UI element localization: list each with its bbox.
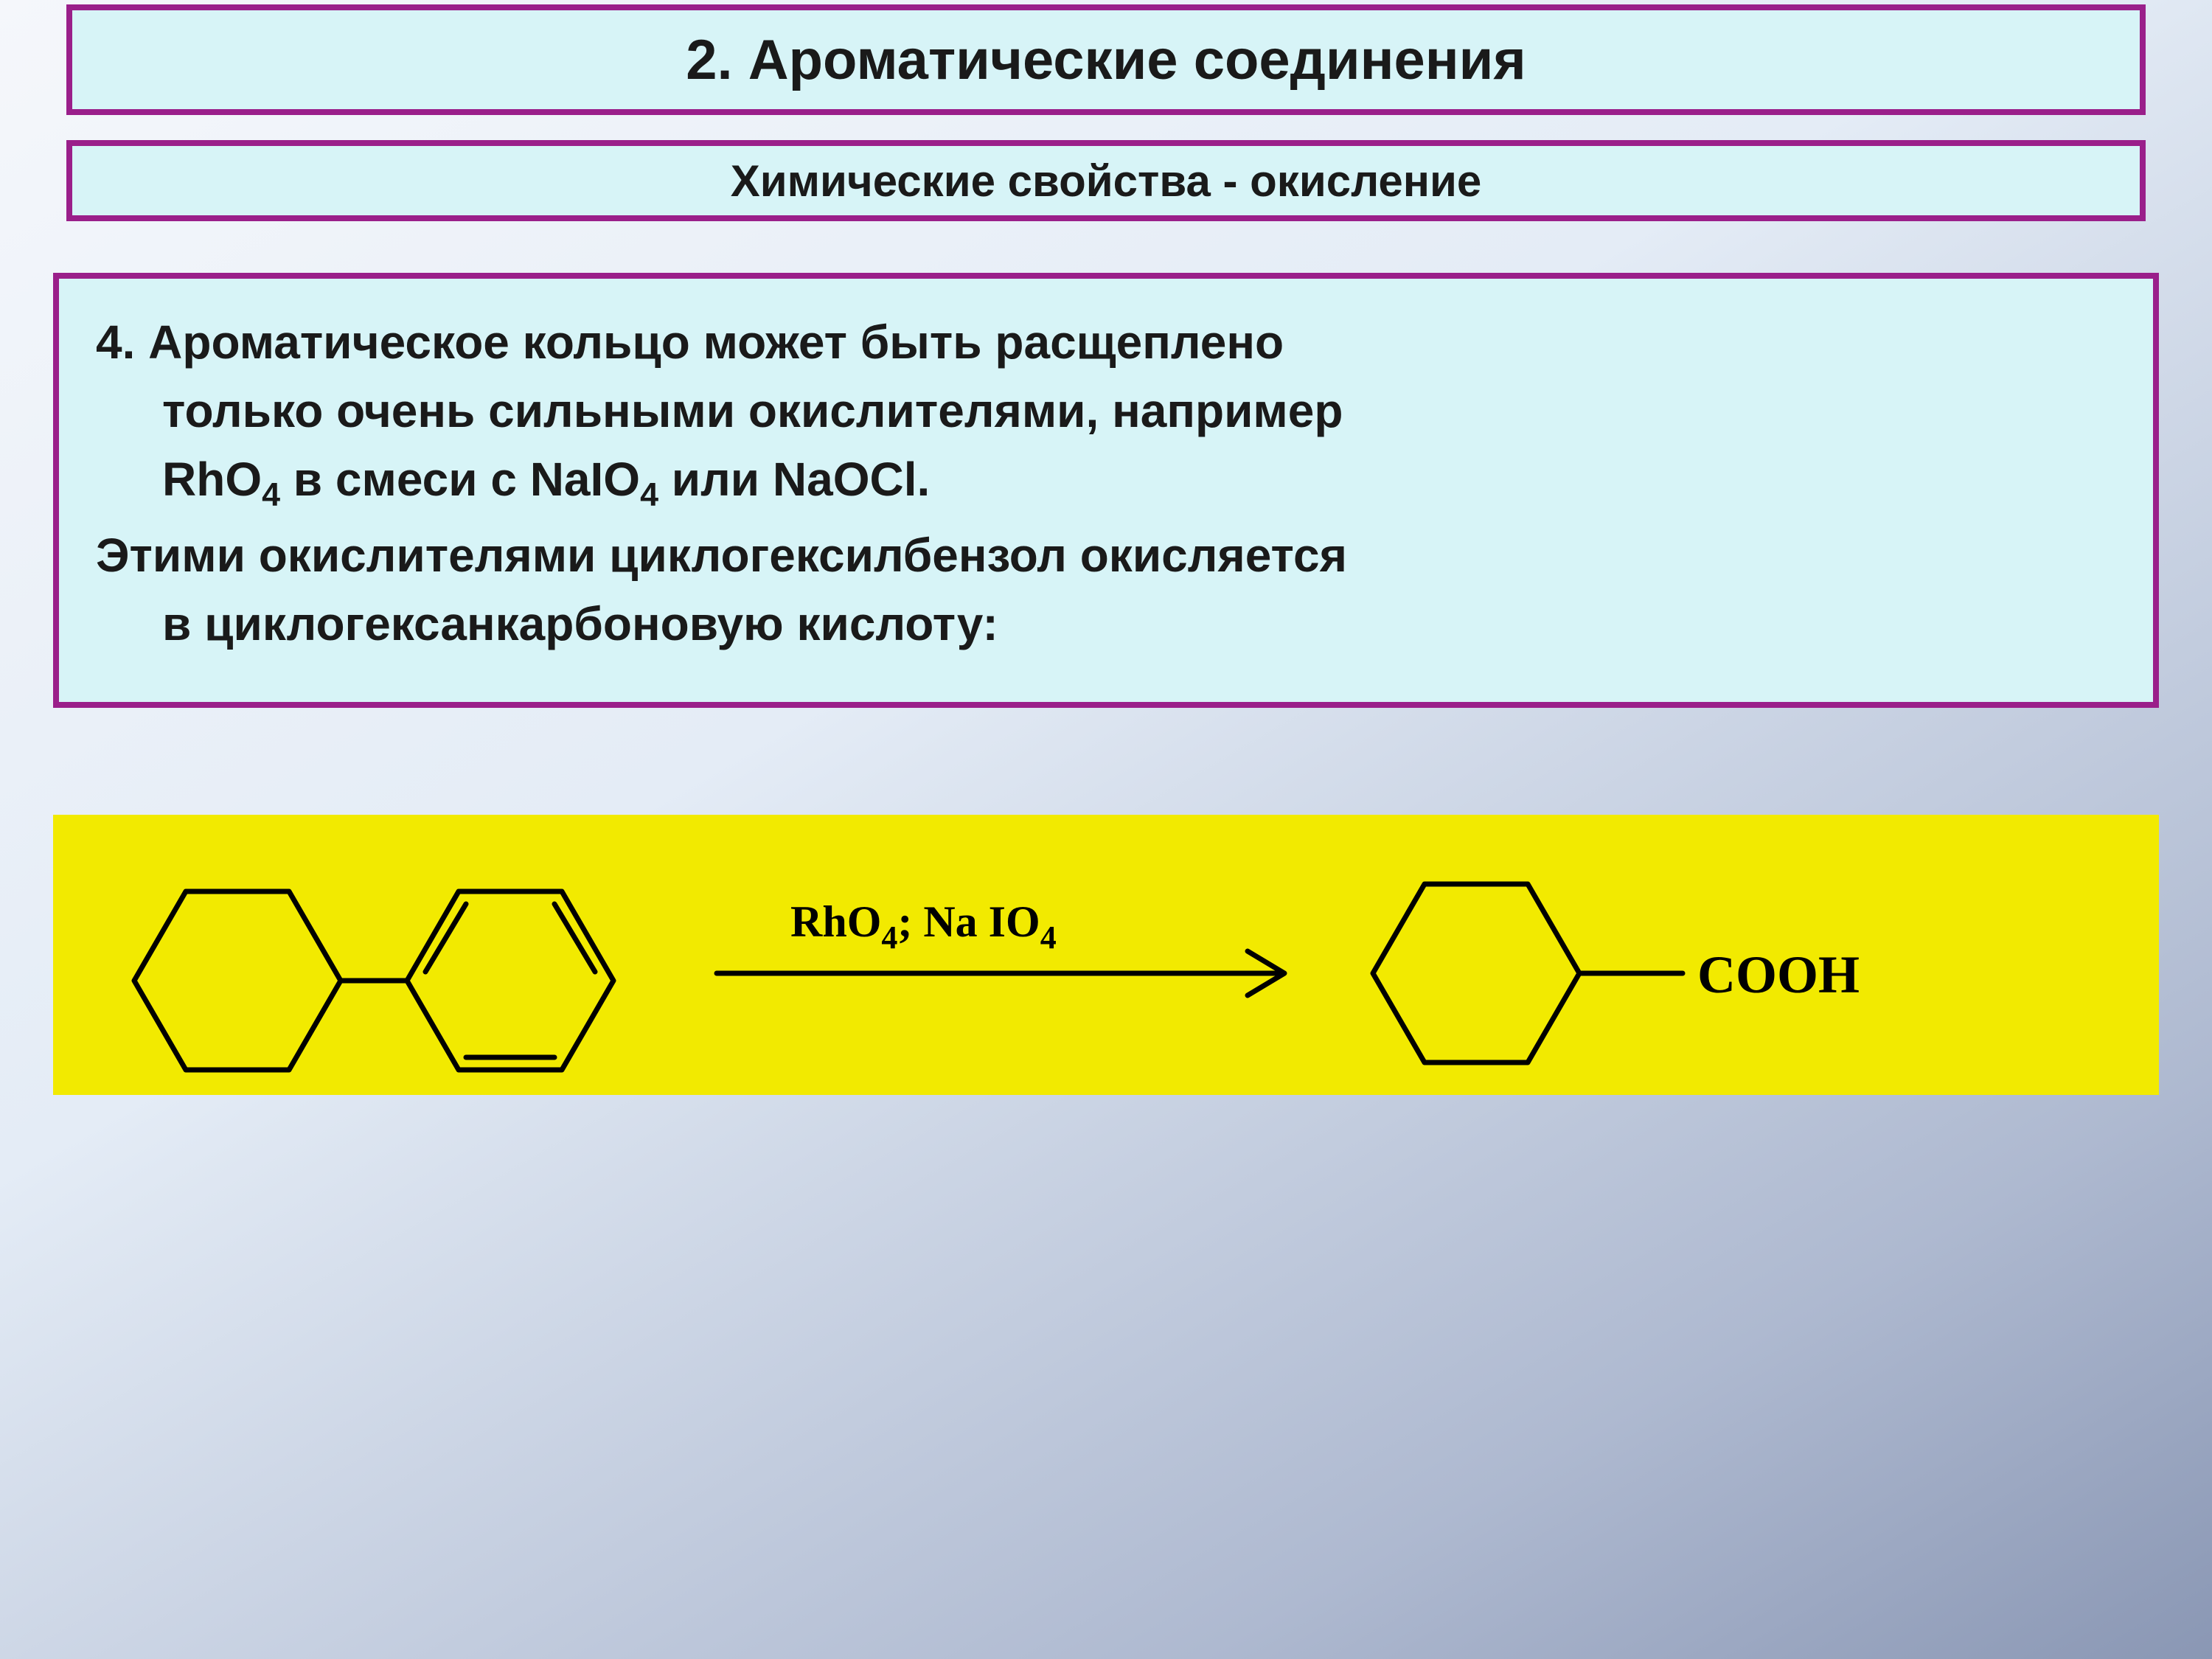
body-panel: 4. Ароматическое кольцо может быть расще… [53, 273, 2159, 708]
reagent-sub1: 4 [881, 919, 897, 956]
p1-l1: Ароматическое кольцо может быть расщепле… [148, 316, 1284, 369]
product-cyclohexane-ring [1373, 884, 1579, 1062]
product-label: COOH [1697, 945, 1860, 1004]
title-panel: 2. Ароматические соединения [66, 4, 2146, 115]
reaction-diagram: RhO4; Na IO4 COOH [53, 752, 2159, 1165]
p1-sub1: 4 [262, 476, 280, 512]
reaction-arrow [717, 951, 1284, 995]
subtitle-panel: Химические свойства - окисление [66, 140, 2146, 221]
p1-l2: только очень сильными окислителями, напр… [162, 384, 1343, 437]
reagent-sub2: 4 [1040, 919, 1057, 956]
p1-l3a: RhO [162, 453, 262, 506]
body-paragraph-2: Этими окислителями циклогексилбензол оки… [96, 521, 2116, 658]
p1-l3c: или NaOCl. [658, 453, 930, 506]
p2-l1: Этими окислителями циклогексилбензол оки… [96, 529, 1347, 582]
p1-prefix: 4. [96, 316, 148, 369]
reagent-b: ; Na IO [897, 897, 1040, 946]
benzene-ring [407, 891, 613, 1070]
p1-l3b: в смеси с NaIO [280, 453, 640, 506]
cyclohexane-ring [134, 891, 341, 1070]
reagent-a: RhO [790, 897, 881, 946]
title-text: 2. Ароматические соединения [686, 28, 1526, 92]
p1-sub2: 4 [640, 476, 658, 512]
reagent-label: RhO4; Na IO4 [790, 897, 1057, 956]
subtitle-text: Химические свойства - окисление [731, 156, 1482, 206]
p2-l2: в циклогексанкарбоновую кислоту: [96, 597, 998, 650]
body-paragraph-1: 4. Ароматическое кольцо может быть расще… [162, 308, 2116, 518]
